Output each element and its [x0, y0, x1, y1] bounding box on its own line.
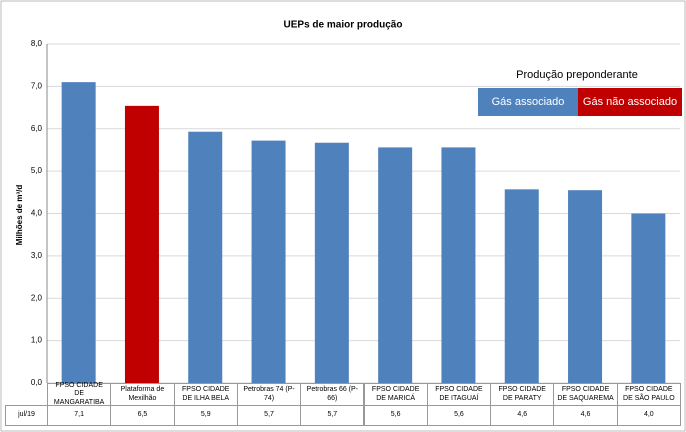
y-tick-label: 0,0 [31, 378, 43, 387]
bar [188, 131, 223, 383]
legend-item: Gás associado [478, 88, 578, 116]
category-label: FPSO CIDADE DE ILHA BELA [173, 383, 238, 406]
chart-title: UEPs de maior produção [284, 20, 403, 31]
bar [251, 140, 286, 383]
table-value: 7,1 [47, 405, 112, 426]
table-value: 5,9 [173, 405, 238, 426]
bar [378, 147, 413, 383]
category-label: FPSO CIDADE DE MANGARATIBA [47, 382, 112, 406]
bar [568, 190, 603, 383]
category-label: Plataforma de Mexilhão [110, 383, 175, 406]
y-axis-label: Milhões de m³/d [15, 185, 24, 246]
table-value: 5,6 [426, 405, 492, 426]
category-label: FPSO CIDADE DE MARICÁ [363, 383, 428, 406]
table-value: 5,7 [300, 405, 365, 426]
table-value: 5,7 [236, 405, 302, 426]
bar [61, 82, 96, 383]
y-tick-label: 1,0 [31, 336, 43, 345]
table-value: 4,6 [553, 405, 618, 426]
y-tick-label: 3,0 [31, 251, 43, 260]
legend-item: Gás não associado [578, 88, 682, 116]
category-label: FPSO CIDADE DE ITAGUAÍ [426, 383, 492, 406]
bar [124, 105, 159, 384]
bar [631, 213, 666, 383]
category-label: Petrobras 74 (P-74) [236, 383, 302, 406]
table-value: 4,6 [490, 405, 555, 426]
bar [441, 147, 476, 383]
table-row-header: jul/19 [5, 405, 48, 426]
y-tick-label: 6,0 [31, 124, 43, 133]
table-value: 6,5 [110, 405, 175, 426]
category-label: FPSO CIDADE DE SÃO PAULO [616, 383, 681, 406]
y-tick-label: 5,0 [31, 166, 43, 175]
bar [504, 189, 539, 383]
table-value: 4,0 [616, 405, 681, 426]
category-label: FPSO CIDADE DE SAQUAREMA [553, 383, 618, 406]
category-label: FPSO CIDADE DE PARATY [490, 383, 555, 406]
legend-title: Produção preponderante [516, 69, 638, 81]
y-tick-label: 8,0 [31, 39, 43, 48]
y-tick-label: 4,0 [31, 209, 43, 218]
table-value: 5,6 [363, 405, 428, 426]
bar [314, 142, 349, 383]
category-label: Petrobras 66 (P-66) [300, 383, 365, 406]
y-tick-label: 7,0 [31, 81, 43, 90]
y-tick-label: 2,0 [31, 293, 43, 302]
